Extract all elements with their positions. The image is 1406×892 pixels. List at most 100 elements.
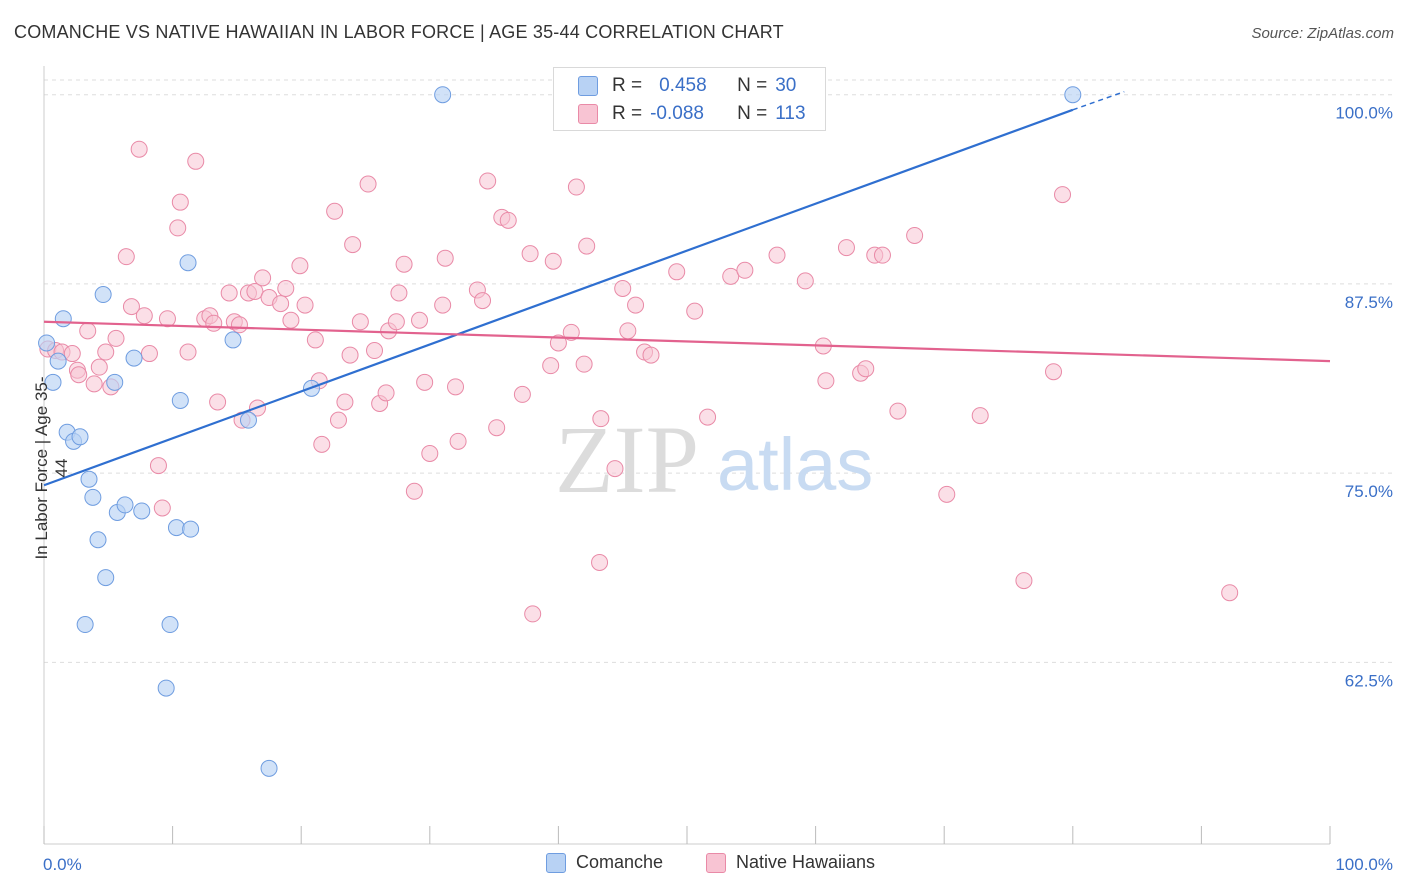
comanche-point — [54, 310, 72, 328]
native-hawaiians-point — [513, 385, 531, 403]
native-hawaiians-point — [591, 553, 609, 571]
native-hawaiians-point — [416, 373, 434, 391]
legend-r-label: R = — [612, 103, 643, 124]
native-hawaiians-point — [209, 393, 227, 411]
native-hawaiians-point — [326, 202, 344, 220]
native-hawaiians-point — [521, 245, 539, 263]
native-hawaiians-point — [642, 346, 660, 364]
native-hawaiians-point — [254, 269, 272, 287]
native-hawaiians-point — [699, 408, 717, 426]
native-hawaiians-point — [447, 378, 465, 396]
native-hawaiians-point — [873, 246, 891, 264]
native-hawaiians-points — [39, 86, 1239, 623]
native-hawaiians-point — [434, 296, 452, 314]
native-hawaiians-point — [171, 193, 189, 211]
native-hawaiians-point — [85, 375, 103, 393]
native-hawaiians-point — [336, 393, 354, 411]
stats-legend: R = 0.458 N = 30 R = -0.088 N = 113 — [553, 67, 826, 131]
chart-title: COMANCHE VS NATIVE HAWAIIAN IN LABOR FOR… — [14, 22, 784, 42]
legend-n-label: N = — [737, 75, 768, 96]
native-hawaiians-point — [205, 314, 223, 332]
native-hawaiians-point — [971, 407, 989, 425]
comanche-point — [182, 520, 200, 538]
native-hawaiians-point — [296, 296, 314, 314]
native-hawaiians-point — [405, 482, 423, 500]
native-hawaiians-point — [344, 236, 362, 254]
native-hawaiians-point — [291, 257, 309, 275]
comanche-point — [44, 373, 62, 391]
hawaiians-legend-label: Native Hawaiians — [736, 852, 876, 872]
comanche-point — [167, 519, 185, 537]
comanche-point — [161, 616, 179, 634]
native-hawaiians-point — [857, 360, 875, 378]
comanche-legend-label: Comanche — [576, 852, 664, 872]
comanche-point — [224, 331, 242, 349]
hawaiians-legend-swatch — [706, 852, 726, 873]
native-hawaiians-point — [906, 226, 924, 244]
trend-lines — [43, 90, 1331, 487]
bottom-legend-hawaiians[interactable]: Native Hawaiians — [706, 852, 875, 873]
native-hawaiians-point — [359, 175, 377, 193]
comanche-point — [89, 531, 107, 549]
native-hawaiians-point — [436, 249, 454, 267]
comanche-legend-swatch — [546, 852, 566, 873]
native-hawaiians-point — [366, 342, 384, 360]
comanche-point — [76, 616, 94, 634]
native-hawaiians-point — [524, 605, 542, 623]
native-hawaiians-point — [817, 372, 835, 390]
native-hawaiians-point — [179, 343, 197, 361]
native-hawaiians-point — [140, 345, 158, 363]
native-hawaiians-point — [837, 239, 855, 257]
native-hawaiians-point — [796, 272, 814, 290]
native-hawaiians-point — [614, 279, 632, 297]
comanche-point — [157, 679, 175, 697]
native-hawaiians-point — [668, 263, 686, 281]
comanche-point — [171, 391, 189, 409]
y-tick-label: 75.0% — [1345, 482, 1393, 501]
watermark-atlas: atlas — [717, 423, 873, 506]
native-hawaiians-point — [768, 246, 786, 264]
legend-r-label: R = — [612, 75, 643, 96]
native-hawaiians-point — [282, 311, 300, 329]
comanche-swatch — [578, 76, 598, 96]
native-hawaiians-point — [889, 402, 907, 420]
comanche-points — [38, 86, 1082, 777]
comanche-point — [133, 502, 151, 520]
y-axis-label: In Labor Force | Age 35-44 — [32, 376, 71, 560]
native-hawaiians-point — [387, 313, 405, 331]
y-tick-label: 100.0% — [1335, 104, 1393, 123]
native-hawaiians-point — [158, 310, 176, 328]
x-tick-label-left: 0.0% — [43, 855, 82, 874]
hawaiians-trend-line — [43, 320, 1331, 363]
native-hawaiians-point — [313, 435, 331, 453]
bottom-legend-comanche[interactable]: Comanche — [546, 852, 663, 873]
native-hawaiians-point — [499, 211, 517, 229]
native-hawaiians-point — [153, 499, 171, 517]
native-hawaiians-point — [90, 358, 108, 376]
native-hawaiians-point — [421, 444, 439, 462]
comanche-point — [179, 254, 197, 272]
bottom-legend: Comanche Native Hawaiians — [0, 852, 1406, 876]
comanche-point — [125, 349, 143, 367]
native-hawaiians-point — [619, 322, 637, 340]
comanche-point — [94, 286, 112, 304]
native-hawaiians-point — [549, 334, 567, 352]
comanche-trend-extension — [1072, 90, 1125, 111]
legend-r-value-comanche: 0.458 — [659, 75, 707, 96]
native-hawaiians-point — [1045, 363, 1063, 381]
native-hawaiians-point — [220, 284, 238, 302]
legend-row-comanche: R = 0.458 N = 30 — [578, 74, 796, 98]
native-hawaiians-point — [627, 296, 645, 314]
source-credit: Source: ZipAtlas.com — [1251, 25, 1394, 42]
comanche-point — [116, 496, 134, 514]
native-hawaiians-point — [575, 355, 593, 373]
native-hawaiians-point — [377, 384, 395, 402]
native-hawaiians-point — [542, 357, 560, 375]
native-hawaiians-point — [488, 419, 506, 437]
tick-labels: 62.5% 75.0% 87.5% 100.0% 0.0% 100.0% — [43, 104, 1393, 874]
native-hawaiians-point — [341, 346, 359, 364]
grid-layer — [44, 79, 1392, 663]
native-hawaiians-point — [686, 302, 704, 320]
native-hawaiians-point — [97, 343, 115, 361]
